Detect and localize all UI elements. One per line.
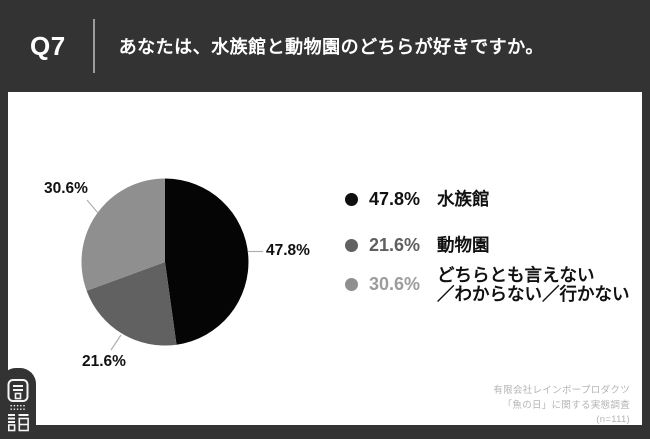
pie-chart [81,178,263,351]
chart-panel: 47.8% 21.6% 30.6% 47.8% 水族館 21.6% 動物園 30… [8,92,642,425]
sushi-brand-logo-icon [7,379,29,432]
pie-slices [81,178,249,346]
legend-percent-neither: 30.6% [369,274,421,295]
question-header: Q7 あなたは、水族館と動物園のどちらが好きですか。 [0,0,650,92]
pie-slice-0 [165,178,249,345]
credit-sample-size: (n=111) [596,414,630,425]
legend-item-zoo: 21.6% 動物園 [345,235,490,256]
legend-label-neither: どちらとも言えない ／わからない／行かない [437,265,630,304]
legend-percent-zoo: 21.6% [369,235,421,255]
question-number: Q7 [30,30,66,61]
pie-slice-1 [86,262,177,346]
leader-line-zoo [110,334,122,351]
question-title: あなたは、水族館と動物園のどちらが好きですか。 [118,37,544,57]
legend-label-zoo: 動物園 [437,235,490,256]
header-divider [92,19,95,73]
pie-label-neither: 30.6% [44,180,88,197]
legend-dot-aquarium [345,193,358,206]
leader-line-neither [86,199,99,214]
pie-label-aquarium: 47.8% [266,242,310,259]
survey-credit: 有限会社レインボープロダクツ 「魚の日」に関する実態調査 (n=111) [493,384,630,428]
pie-label-zoo: 21.6% [82,353,126,370]
legend-item-neither: 30.6% どちらとも言えない ／わからない／行かない [345,266,630,303]
pie-slice-2 [81,178,165,291]
credit-survey: 「魚の日」に関する実態調査 [502,399,630,411]
credit-company: 有限会社レインボープロダクツ [493,385,630,396]
leader-lines [86,199,263,351]
legend-dot-zoo [345,239,358,252]
legend-item-aquarium: 47.8% 水族館 [345,189,490,210]
legend-label-aquarium: 水族館 [437,189,490,210]
legend-percent-aquarium: 47.8% [369,189,421,209]
brand-logo-tab [0,368,36,434]
legend-dot-neither [345,278,358,292]
